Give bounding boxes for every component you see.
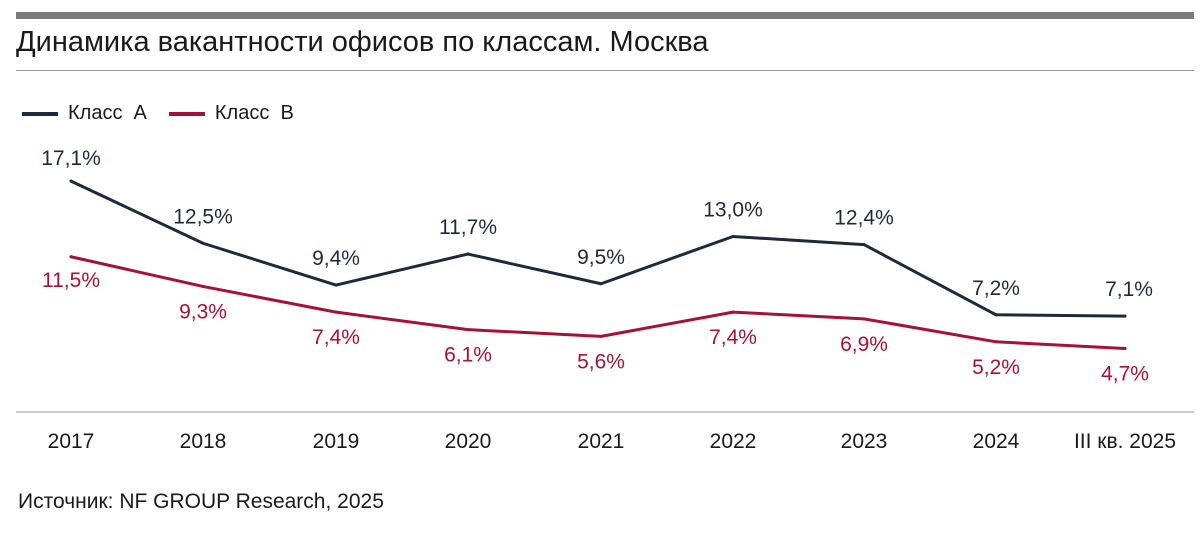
data-label: 5,6% [577,350,625,373]
data-label: 7,2% [972,277,1020,300]
data-label: 6,9% [840,333,888,356]
data-point [334,310,338,314]
data-label: 17,1% [41,147,101,170]
data-label: 13,0% [703,199,763,222]
data-point [201,284,205,288]
x-tick-label: 2021 [578,430,625,453]
x-tick-label: 2017 [48,430,95,453]
data-point [1123,347,1127,351]
x-tick-label: 2024 [973,430,1020,453]
data-label: 4,7% [1101,363,1149,386]
data-point [1123,314,1127,318]
x-tick-label: III кв. 2025 [1074,430,1176,453]
data-point [69,255,73,259]
data-label: 11,5% [42,269,100,292]
chart-title: Динамика вакантности офисов по классам. … [16,26,709,58]
data-label: 5,2% [972,356,1020,379]
x-tick-label: 2020 [445,430,492,453]
data-point [994,313,998,317]
data-point [201,241,205,245]
data-label: 7,4% [709,326,757,349]
data-point [862,317,866,321]
source-note: Источник: NF GROUP Research, 2025 [18,490,384,513]
data-point [69,179,73,183]
data-point [994,340,998,344]
data-point [466,252,470,256]
data-point [599,282,603,286]
data-point [466,328,470,332]
legend-item-class-b: Класс B [168,102,294,125]
data-point [731,310,735,314]
top-rule [16,12,1194,19]
data-label: 9,3% [179,300,227,323]
legend-label-class-b: Класс B [214,102,294,124]
data-point [599,334,603,338]
data-point [334,283,338,287]
x-tick-label: 2018 [180,430,227,453]
series-line-class-b [69,255,1127,351]
data-label: 11,7% [439,216,497,239]
x-tick-label: 2019 [313,430,360,453]
data-label: 12,5% [173,205,233,228]
legend-label-class-a: Класс A [68,102,147,124]
x-tick-label: 2023 [841,430,888,453]
data-label: 9,5% [577,246,625,269]
legend-swatch-class-a [22,111,58,116]
data-point [731,235,735,238]
legend: Класс A Класс B [22,102,294,125]
title-rule [16,70,1194,71]
data-label: 7,4% [312,326,360,349]
x-tick-label: 2022 [710,430,757,453]
legend-swatch-class-b [168,111,205,116]
data-point [862,243,866,247]
data-label: 7,1% [1105,278,1153,301]
legend-item-class-a: Класс A [22,102,147,125]
data-label: 9,4% [312,247,360,270]
data-label: 6,1% [444,344,492,367]
data-label: 12,4% [834,207,894,230]
